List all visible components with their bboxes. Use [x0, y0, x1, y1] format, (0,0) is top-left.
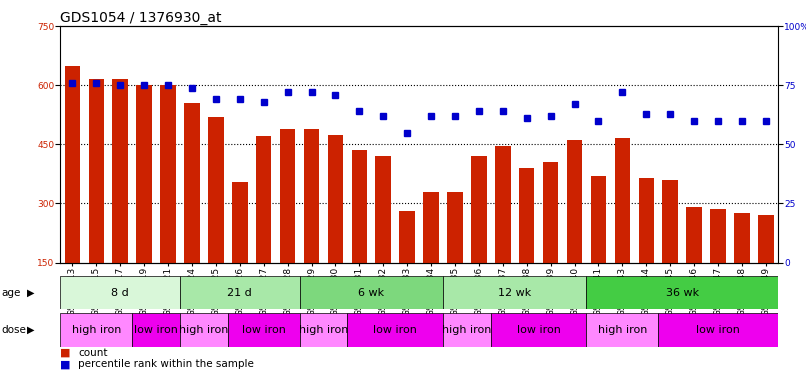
Text: high iron: high iron	[72, 325, 121, 335]
Bar	[60, 313, 132, 347]
Bar	[351, 150, 367, 262]
Bar	[615, 138, 630, 262]
Bar	[64, 66, 80, 262]
Bar	[300, 313, 347, 347]
Bar	[519, 168, 534, 262]
Text: high iron: high iron	[299, 325, 348, 335]
Bar	[304, 129, 319, 262]
Bar	[447, 192, 463, 262]
Bar	[328, 135, 343, 262]
Text: 6 wk: 6 wk	[358, 288, 384, 297]
Bar	[663, 180, 678, 262]
Text: low iron: low iron	[373, 325, 418, 335]
Text: 8 d: 8 d	[111, 288, 129, 297]
Bar	[758, 215, 774, 262]
Text: 36 wk: 36 wk	[666, 288, 699, 297]
Text: ▶: ▶	[27, 288, 35, 297]
Bar	[443, 276, 587, 309]
Bar	[136, 85, 152, 262]
Bar	[472, 156, 487, 262]
Bar	[113, 80, 128, 262]
Bar	[256, 136, 272, 262]
Bar	[180, 276, 300, 309]
Text: high iron: high iron	[598, 325, 647, 335]
Text: low iron: low iron	[242, 325, 285, 335]
Bar	[89, 80, 104, 262]
Text: ▶: ▶	[27, 325, 35, 335]
Bar	[567, 140, 582, 262]
Bar	[423, 192, 438, 262]
Text: count: count	[78, 348, 108, 358]
Text: high iron: high iron	[442, 325, 492, 335]
Bar	[232, 182, 247, 262]
Bar	[495, 146, 510, 262]
Text: ■: ■	[60, 348, 71, 358]
Bar	[659, 313, 778, 347]
Text: low iron: low iron	[134, 325, 178, 335]
Bar	[280, 129, 295, 262]
Text: low iron: low iron	[696, 325, 740, 335]
Bar	[587, 276, 778, 309]
Bar	[543, 162, 559, 262]
Bar	[208, 117, 223, 262]
Text: percentile rank within the sample: percentile rank within the sample	[78, 359, 254, 369]
Bar	[491, 313, 587, 347]
Text: low iron: low iron	[517, 325, 561, 335]
Text: 12 wk: 12 wk	[498, 288, 531, 297]
Text: dose: dose	[2, 325, 27, 335]
Bar	[376, 156, 391, 262]
Bar	[60, 276, 180, 309]
Bar	[132, 313, 180, 347]
Text: ■: ■	[60, 359, 71, 369]
Bar	[228, 313, 300, 347]
Text: GDS1054 / 1376930_at: GDS1054 / 1376930_at	[60, 11, 222, 25]
Bar	[160, 85, 176, 262]
Bar	[400, 211, 415, 262]
Bar	[347, 313, 443, 347]
Bar	[687, 207, 702, 262]
Bar	[638, 178, 654, 262]
Bar	[734, 213, 750, 262]
Bar	[300, 276, 443, 309]
Bar	[185, 103, 200, 262]
Bar	[591, 176, 606, 262]
Text: high iron: high iron	[179, 325, 229, 335]
Bar	[443, 313, 491, 347]
Text: age: age	[2, 288, 21, 297]
Text: 21 d: 21 d	[227, 288, 252, 297]
Bar	[587, 313, 659, 347]
Bar	[180, 313, 228, 347]
Bar	[710, 209, 725, 262]
